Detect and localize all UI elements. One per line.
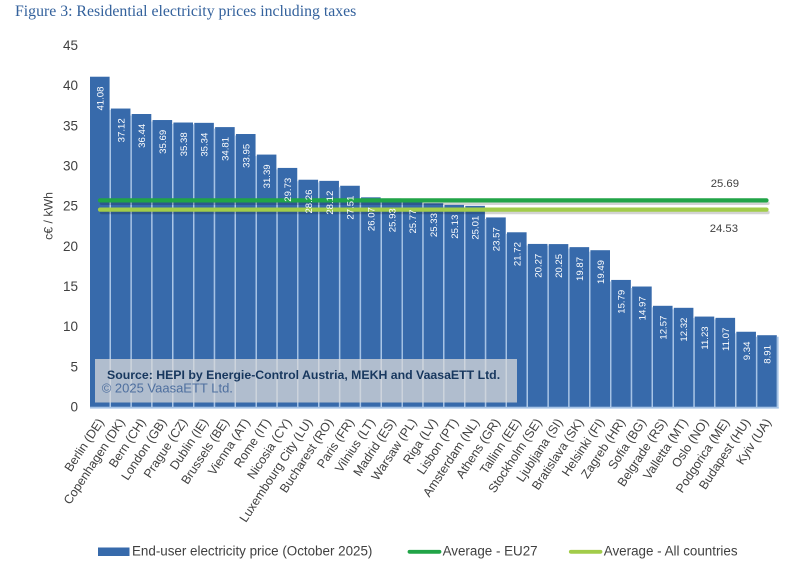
- svg-text:20.25: 20.25: [554, 254, 565, 278]
- svg-text:19.87: 19.87: [575, 257, 586, 281]
- svg-text:15: 15: [63, 279, 78, 294]
- svg-text:20: 20: [63, 239, 78, 254]
- svg-text:0: 0: [70, 400, 78, 415]
- svg-text:35: 35: [63, 118, 78, 133]
- svg-text:25.13: 25.13: [450, 215, 461, 239]
- svg-text:27.51: 27.51: [346, 196, 357, 220]
- svg-text:35.38: 35.38: [179, 132, 190, 156]
- svg-text:19.49: 19.49: [596, 260, 607, 284]
- svg-text:10: 10: [63, 319, 78, 334]
- svg-text:28.12: 28.12: [325, 191, 336, 215]
- svg-text:35.69: 35.69: [158, 130, 169, 154]
- svg-text:26.07: 26.07: [366, 207, 377, 231]
- svg-text:24.53: 24.53: [710, 223, 738, 235]
- svg-text:25.77: 25.77: [408, 210, 419, 234]
- svg-text:Average - EU27: Average - EU27: [443, 544, 538, 559]
- svg-text:9.34: 9.34: [742, 341, 753, 360]
- svg-text:21.72: 21.72: [512, 242, 523, 266]
- svg-text:Average - All countries: Average - All countries: [604, 544, 738, 559]
- svg-text:28.26: 28.26: [304, 190, 315, 214]
- svg-text:End-user electricity price (Oc: End-user electricity price (October 2025…: [132, 544, 372, 559]
- svg-text:25.33: 25.33: [429, 213, 440, 237]
- svg-text:25: 25: [63, 199, 78, 214]
- svg-text:8.91: 8.91: [763, 345, 774, 364]
- svg-text:45: 45: [63, 38, 78, 53]
- svg-text:36.44: 36.44: [137, 123, 148, 148]
- svg-text:31.39: 31.39: [262, 164, 273, 188]
- svg-text:© 2025 VaasaETT Ltd.: © 2025 VaasaETT Ltd.: [102, 381, 233, 396]
- svg-text:40: 40: [63, 78, 78, 93]
- svg-text:c€ / kWh: c€ / kWh: [42, 192, 56, 240]
- svg-text:14.97: 14.97: [638, 296, 649, 320]
- svg-text:23.57: 23.57: [492, 227, 503, 251]
- svg-text:33.95: 33.95: [241, 144, 252, 168]
- svg-text:29.73: 29.73: [283, 178, 294, 202]
- svg-text:Figure 3: Residential electric: Figure 3: Residential electricity prices…: [15, 3, 356, 20]
- svg-text:25.01: 25.01: [471, 216, 482, 240]
- svg-text:12.57: 12.57: [658, 316, 669, 340]
- svg-text:41.08: 41.08: [95, 87, 106, 111]
- svg-text:25.93: 25.93: [387, 208, 398, 232]
- svg-text:35.34: 35.34: [200, 132, 211, 157]
- svg-text:30: 30: [63, 159, 78, 174]
- svg-text:5: 5: [70, 359, 78, 374]
- svg-text:20.27: 20.27: [533, 254, 544, 278]
- svg-text:11.23: 11.23: [700, 326, 711, 349]
- svg-text:15.79: 15.79: [617, 290, 628, 314]
- svg-text:25.69: 25.69: [711, 178, 739, 190]
- svg-text:12.32: 12.32: [679, 318, 690, 342]
- svg-text:37.12: 37.12: [116, 118, 127, 142]
- svg-text:11.07: 11.07: [721, 328, 732, 351]
- svg-text:Source: HEPI by Energie-Contro: Source: HEPI by Energie-Control Austria,…: [107, 368, 500, 382]
- svg-text:34.81: 34.81: [221, 137, 232, 161]
